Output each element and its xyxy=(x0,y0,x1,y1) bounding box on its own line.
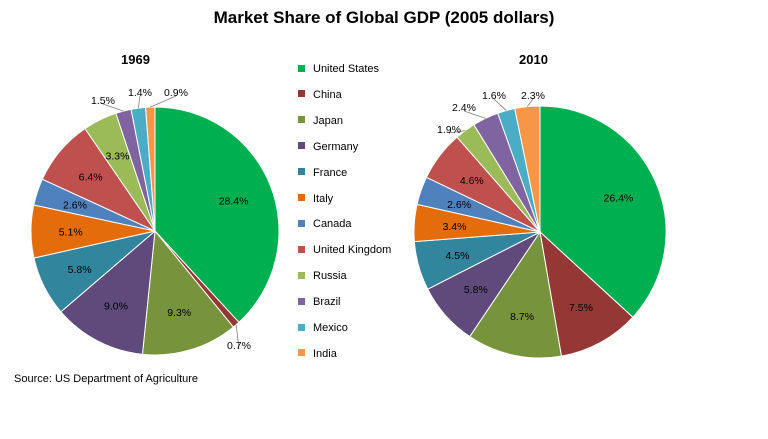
legend-swatch xyxy=(298,116,305,124)
data-label: 2.6% xyxy=(447,199,471,211)
data-label: 4.5% xyxy=(446,250,470,262)
legend-label: India xyxy=(313,347,337,360)
legend-swatch xyxy=(298,271,305,279)
legend-item-china: China xyxy=(298,88,342,102)
legend-label: Canada xyxy=(313,218,352,231)
pie-slice-united-states xyxy=(539,105,667,318)
data-label: 5.1% xyxy=(59,226,83,238)
legend-swatch xyxy=(298,219,305,227)
pie-slice-united-states xyxy=(154,106,280,324)
leader-line xyxy=(463,110,486,119)
data-label: 9.3% xyxy=(167,307,191,319)
leader-line xyxy=(102,103,124,112)
data-label: 2.3% xyxy=(521,90,545,102)
legend-swatch xyxy=(298,168,305,176)
data-label: 7.5% xyxy=(569,302,593,314)
legend-swatch xyxy=(298,194,305,202)
legend-item-japan: Japan xyxy=(298,114,343,128)
data-label: 1.5% xyxy=(91,95,115,107)
legend-swatch xyxy=(298,142,305,150)
figure-title: Market Share of Global GDP (2005 dollars… xyxy=(213,8,555,27)
legend-item-germany: Germany xyxy=(298,140,358,154)
leader-line xyxy=(235,324,240,350)
data-label: 1.6% xyxy=(482,90,506,102)
data-label: 3.3% xyxy=(106,151,130,163)
legend-label: United States xyxy=(313,63,380,75)
legend-label: Germany xyxy=(313,140,359,153)
data-label: 6.4% xyxy=(79,172,103,184)
pie-slice-china xyxy=(539,230,634,357)
data-label: 3.4% xyxy=(443,221,467,233)
leader-line xyxy=(526,98,534,107)
data-label: 0.9% xyxy=(164,87,188,99)
legend-item-india: India xyxy=(298,347,337,361)
legend-item-united-kingdom: United Kingdom xyxy=(298,243,391,257)
legend-swatch xyxy=(298,245,305,253)
pie-slice-india xyxy=(514,105,541,233)
data-label: 26.4% xyxy=(604,193,634,205)
legend-swatch xyxy=(298,64,305,72)
legend-item-canada: Canada xyxy=(298,217,352,231)
data-label: 0.7% xyxy=(227,340,251,352)
leader-line xyxy=(493,98,507,111)
legend-label: Italy xyxy=(313,192,334,205)
legend-label: Russia xyxy=(313,270,347,283)
data-label: 5.8% xyxy=(464,284,488,296)
leader-line xyxy=(150,95,177,108)
legend-item-brazil: Brazil xyxy=(298,295,341,309)
legend-label: France xyxy=(313,166,348,179)
legend-item-mexico: Mexico xyxy=(298,321,348,335)
data-label: 5.8% xyxy=(68,264,92,276)
source-note: Source: US Department of Agriculture xyxy=(14,373,199,385)
legend-swatch xyxy=(298,297,305,305)
data-label: 8.7% xyxy=(510,311,534,323)
legend-item-france: France xyxy=(298,166,347,180)
legend-item-russia: Russia xyxy=(298,269,347,283)
data-label: 28.4% xyxy=(219,195,249,207)
leader-line xyxy=(137,95,141,109)
data-label: 9.0% xyxy=(104,301,128,313)
pie-slice-japan xyxy=(141,229,235,356)
data-label: 1.9% xyxy=(437,124,461,136)
pie-slice-india xyxy=(145,106,156,232)
legend-item-italy: Italy xyxy=(298,192,333,206)
legend-swatch xyxy=(298,323,305,331)
legend-label: Brazil xyxy=(313,296,341,309)
leader-line xyxy=(448,130,466,134)
legend-label: China xyxy=(313,88,342,101)
data-label: 1.4% xyxy=(128,87,152,99)
pie-slice-japan xyxy=(469,230,563,359)
chart-title-2010: 2010 xyxy=(519,52,548,67)
legend-swatch xyxy=(298,349,305,357)
legend-label: United Kingdom xyxy=(313,244,392,257)
data-label: 4.6% xyxy=(460,175,484,187)
legend-item-united-states: United States xyxy=(298,62,379,76)
legend-swatch xyxy=(298,90,305,98)
legend-label: Mexico xyxy=(313,322,348,334)
pie-slice-germany xyxy=(60,229,156,355)
legend-label: Japan xyxy=(313,114,343,127)
chart-title-1969: 1969 xyxy=(121,52,150,67)
data-label: 2.6% xyxy=(63,199,87,211)
data-label: 2.4% xyxy=(452,102,476,114)
